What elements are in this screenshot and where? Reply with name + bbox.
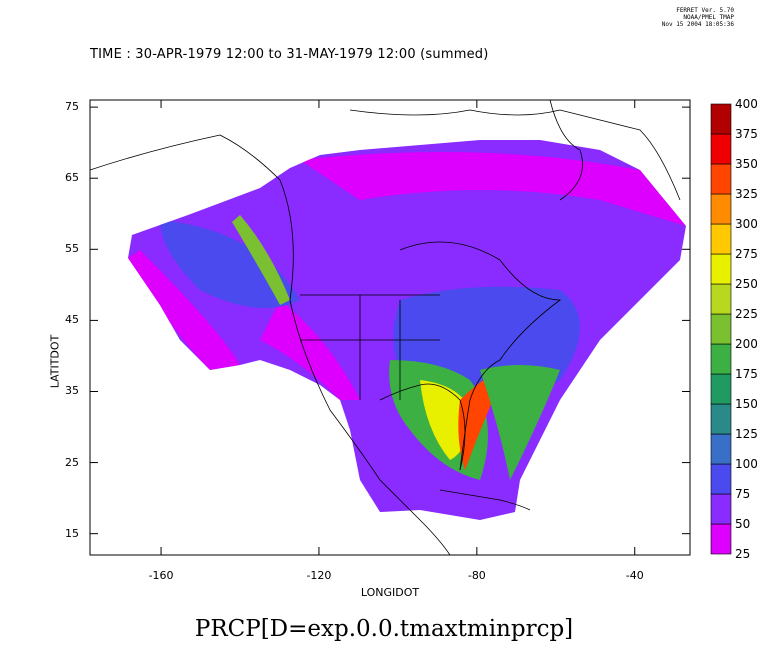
y-tick-label: 55 — [65, 242, 79, 256]
y-tick-label: 75 — [65, 100, 79, 114]
colorbar-label: 375 — [735, 127, 758, 141]
x-tick-label: -80 — [467, 569, 486, 582]
precip-field — [128, 140, 686, 520]
field-atlantic-green — [480, 365, 560, 480]
colorbar-label: 50 — [735, 517, 751, 531]
x-tick-label: -160 — [148, 569, 174, 582]
colorbar-swatch — [710, 523, 732, 555]
footer-title: PRCP[D=exp.0.0.tmaxtminprcp] — [194, 616, 574, 642]
colorbar-swatch — [710, 163, 732, 195]
y-tick-label: 15 — [65, 526, 79, 540]
x-axis-label: LONGIDOT — [360, 586, 420, 599]
colorbar-label: 75 — [735, 487, 751, 501]
y-ticks — [90, 106, 690, 535]
colorbar — [710, 103, 732, 555]
field-pacific — [160, 220, 300, 308]
x-tick-label: -40 — [625, 569, 644, 582]
y-axis-label: LATITDOT — [48, 334, 62, 389]
plot-frame — [89, 99, 691, 556]
colorbar-label: 300 — [735, 217, 758, 231]
colorbar-swatch — [710, 283, 732, 315]
colorbar-label: 175 — [735, 367, 758, 381]
ferret-org: NOAA/PMEL TMAP — [683, 14, 734, 21]
colorbar-label: 250 — [735, 277, 758, 291]
colorbar-label: 400 — [735, 97, 758, 111]
colorbar-swatch — [710, 253, 732, 285]
colorbar-label: 100 — [735, 457, 758, 471]
colorbar-swatch — [710, 493, 732, 525]
colorbar-swatch — [710, 193, 732, 225]
colorbar-label: 25 — [735, 547, 751, 561]
colorbar-label: 225 — [735, 307, 758, 321]
colorbar-swatch — [710, 223, 732, 255]
field-plains — [260, 300, 360, 400]
x-tick-label: -120 — [306, 569, 332, 582]
colorbar-swatch — [710, 133, 732, 165]
field-gulf-yellow — [420, 380, 470, 460]
field-coastal-band — [232, 215, 290, 305]
colorbar-swatch — [710, 343, 732, 375]
y-tick-label: 45 — [65, 313, 79, 327]
colorbar-swatch — [710, 463, 732, 495]
colorbar-label: 350 — [735, 157, 758, 171]
colorbar-label: 200 — [735, 337, 758, 351]
colorbar-label: 275 — [735, 247, 758, 261]
field-west — [128, 250, 240, 370]
field-north — [300, 152, 686, 226]
colorbar-swatch — [710, 403, 732, 435]
ferret-date: Nov 15 2004 18:05:36 — [661, 21, 734, 28]
colorbar-swatch — [710, 433, 732, 465]
colorbar-swatch — [710, 373, 732, 405]
y-tick-label: 65 — [65, 171, 79, 185]
ferret-version: FERRET Ver. 5.70 — [676, 7, 734, 14]
coastlines — [89, 99, 681, 556]
y-tick-label: 25 — [65, 455, 79, 469]
colorbar-label: 125 — [735, 427, 758, 441]
time-label: TIME : 30-APR-1979 12:00 to 31-MAY-1979 … — [90, 47, 489, 62]
colorbar-label: 325 — [735, 187, 758, 201]
colorbar-swatch — [710, 103, 732, 135]
y-tick-label: 35 — [65, 384, 79, 398]
ferret-header: FERRET Ver. 5.70 NOAA/PMEL TMAP Nov 15 2… — [662, 7, 734, 28]
colorbar-label: 150 — [735, 397, 758, 411]
x-ticks — [160, 100, 636, 555]
colorbar-swatch — [710, 313, 732, 345]
